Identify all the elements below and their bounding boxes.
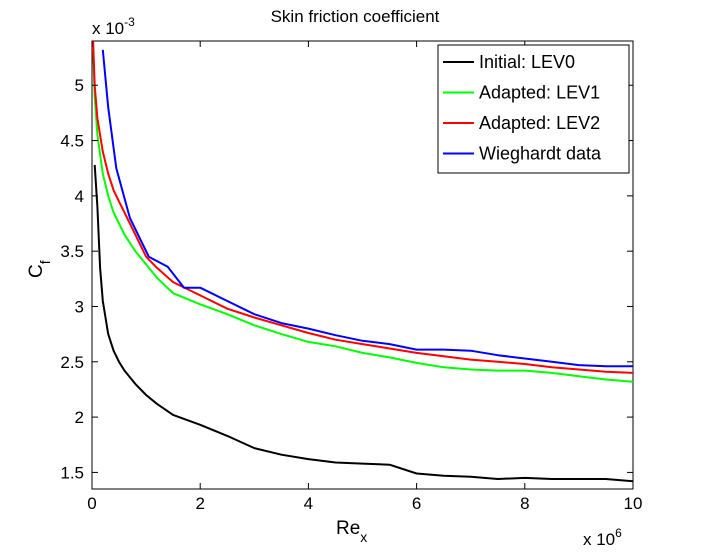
y-tick-label: 3.5: [60, 242, 84, 261]
series-line-2: [92, 46, 633, 383]
y-tick-label: 4: [75, 187, 84, 206]
y-scale-base: x 10: [92, 19, 124, 38]
x-tick-label: 6: [412, 494, 421, 513]
x-tick-label: 4: [304, 494, 313, 513]
series-line-1: [93, 164, 633, 483]
y-axis-label: Cf: [26, 260, 53, 278]
legend-label: Initial: LEV0: [479, 52, 575, 72]
y-scale-label: x 10-3: [92, 15, 135, 38]
legend: Initial: LEV0 Adapted: LEV1 Adapted: LEV2 W…: [437, 44, 630, 174]
x-axis-label-main: Re: [336, 518, 360, 539]
y-axis-label-subscript: f: [37, 260, 53, 264]
legend-box: [437, 44, 630, 174]
y-tick-label: 1.5: [60, 463, 84, 482]
legend-label: Adapted: LEV2: [479, 113, 600, 133]
x-tick-label: 2: [195, 494, 204, 513]
y-tick-label: 2.5: [60, 353, 84, 372]
legend-label: Wieghardt data: [479, 144, 602, 164]
series-layer: [92, 41, 633, 483]
y-tick-label: 3: [75, 297, 84, 316]
y-tick-label: 5: [75, 76, 84, 95]
x-axis-label-subscript: x: [360, 529, 367, 545]
x-tick-label: 8: [520, 494, 529, 513]
x-scale-exponent: 6: [615, 526, 622, 540]
x-scale-label: x 106: [583, 526, 622, 549]
chart-title: Skin friction coefficient: [271, 7, 440, 26]
x-scale-base: x 10: [583, 530, 615, 549]
y-scale-exponent: -3: [124, 15, 135, 29]
x-tick-label: 0: [87, 494, 96, 513]
series-line-4: [101, 49, 633, 368]
x-tick-label: 10: [624, 494, 643, 513]
y-axis-label-main: C: [26, 264, 47, 278]
x-axis-label: Rex: [336, 518, 367, 545]
series-line-3: [92, 41, 633, 374]
legend-label: Adapted: LEV1: [479, 83, 600, 103]
y-tick-label: 4.5: [60, 132, 84, 151]
y-tick-label: 2: [75, 408, 84, 427]
ticks-layer: 0 2 4 6 8 10 1.5 2 2.5 3 3.5 4 4.5 5: [60, 41, 642, 513]
